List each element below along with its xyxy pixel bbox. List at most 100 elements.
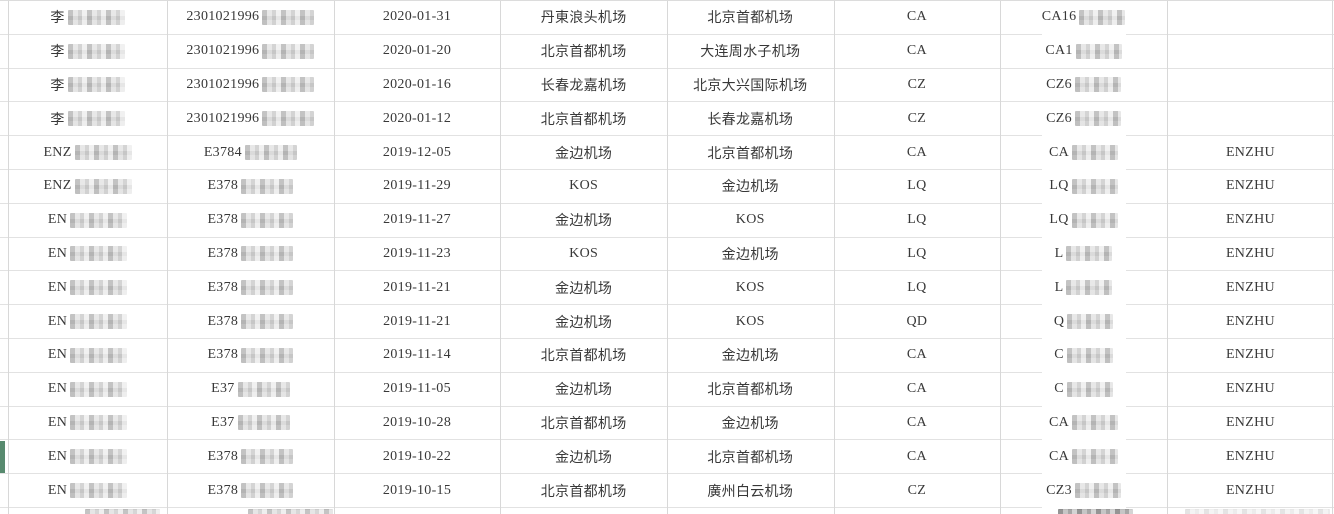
cell-arrival-airport[interactable]: 北京大兴国际机场: [667, 69, 834, 102]
cell-departure-airport[interactable]: 金边机场: [500, 204, 667, 237]
cell-pinyin-name[interactable]: [1167, 1, 1334, 34]
cell-id-number[interactable]: E3784: [167, 136, 334, 169]
cell-pinyin-name[interactable]: ENZHU: [1167, 238, 1334, 271]
cell-airline-code[interactable]: CZ: [834, 474, 1001, 507]
cell-id-number[interactable]: E378: [167, 474, 334, 507]
cell-arrival-airport[interactable]: 北京首都机场: [667, 1, 834, 34]
cell-name[interactable]: EN: [8, 305, 167, 338]
cell-name[interactable]: EN: [8, 373, 167, 406]
cell-pinyin-name[interactable]: ENZHU: [1167, 474, 1334, 507]
cell-airline-code[interactable]: QD: [834, 305, 1001, 338]
cell-departure-airport[interactable]: 丹東浪头机场: [500, 1, 667, 34]
cell-date[interactable]: 2019-11-27: [334, 204, 501, 237]
cell-flight-number[interactable]: CZ6: [1000, 102, 1167, 135]
cell-id-number[interactable]: 2301021996: [167, 102, 334, 135]
cell-id-number[interactable]: E378: [167, 339, 334, 372]
cell-date[interactable]: 2020-01-31: [334, 1, 501, 34]
cell-flight-number[interactable]: CZ3: [1000, 468, 1167, 514]
cell-airline-code[interactable]: LQ: [834, 238, 1001, 271]
cell-id-number[interactable]: E378: [167, 305, 334, 338]
cell-airline-code[interactable]: LQ: [834, 204, 1001, 237]
cell-pinyin-name[interactable]: ENZHU: [1167, 170, 1334, 203]
cell-date[interactable]: 2019-11-29: [334, 170, 501, 203]
cell-arrival-airport[interactable]: 北京首都机场: [667, 440, 834, 473]
cell-id-number[interactable]: E37: [167, 407, 334, 440]
cell-departure-airport[interactable]: 北京首都机场: [500, 35, 667, 68]
cell-airline-code[interactable]: CA: [834, 339, 1001, 372]
cell-departure-airport[interactable]: 北京首都机场: [500, 474, 667, 507]
cell-arrival-airport[interactable]: 大连周水子机场: [667, 35, 834, 68]
cell-flight-number[interactable]: L: [1000, 238, 1167, 271]
cell-departure-airport[interactable]: 金边机场: [500, 136, 667, 169]
cell-name[interactable]: ENZ: [8, 136, 167, 169]
cell-name[interactable]: EN: [8, 238, 167, 271]
cell-arrival-airport[interactable]: KOS: [667, 204, 834, 237]
cell-id-number[interactable]: E378: [167, 440, 334, 473]
cell-flight-number[interactable]: LQ: [1000, 197, 1167, 244]
cell-id-number[interactable]: 2301021996: [167, 1, 334, 34]
cell-flight-number[interactable]: CZ6: [1000, 69, 1167, 102]
cell-date[interactable]: 2019-11-14: [334, 339, 501, 372]
cell-arrival-airport[interactable]: 北京首都机场: [667, 373, 834, 406]
cell-airline-code[interactable]: CA: [834, 407, 1001, 440]
cell-date[interactable]: 2019-10-28: [334, 407, 501, 440]
cell-airline-code[interactable]: CZ: [834, 69, 1001, 102]
cell-airline-code[interactable]: LQ: [834, 170, 1001, 203]
cell-airline-code[interactable]: CA: [834, 1, 1001, 34]
cell-pinyin-name[interactable]: ENZHU: [1167, 204, 1334, 237]
cell-name[interactable]: 李: [8, 35, 167, 68]
cell-departure-airport[interactable]: 金边机场: [500, 373, 667, 406]
cell-date[interactable]: 2020-01-16: [334, 69, 501, 102]
cell-arrival-airport[interactable]: 金边机场: [667, 238, 834, 271]
cell-pinyin-name[interactable]: ENZHU: [1167, 339, 1334, 372]
cell-departure-airport[interactable]: KOS: [500, 238, 667, 271]
cell-departure-airport[interactable]: 金边机场: [500, 305, 667, 338]
cell-departure-airport[interactable]: 长春龙嘉机场: [500, 69, 667, 102]
cell-airline-code[interactable]: CZ: [834, 102, 1001, 135]
cell-name[interactable]: EN: [8, 339, 167, 372]
cell-pinyin-name[interactable]: ENZHU: [1167, 136, 1334, 169]
cell-airline-code[interactable]: CA: [834, 35, 1001, 68]
cell-name[interactable]: EN: [8, 474, 167, 507]
cell-date[interactable]: 2019-12-05: [334, 136, 501, 169]
cell-id-number[interactable]: E378: [167, 271, 334, 304]
cell-date[interactable]: 2019-11-21: [334, 271, 501, 304]
cell-airline-code[interactable]: CA: [834, 373, 1001, 406]
cell-id-number[interactable]: E378: [167, 238, 334, 271]
cell-departure-airport[interactable]: 北京首都机场: [500, 407, 667, 440]
cell-id-number[interactable]: E37: [167, 373, 334, 406]
cell-date[interactable]: 2019-10-22: [334, 440, 501, 473]
cell-departure-airport[interactable]: 金边机场: [500, 271, 667, 304]
cell-arrival-airport[interactable]: 金边机场: [667, 170, 834, 203]
cell-airline-code[interactable]: LQ: [834, 271, 1001, 304]
cell-arrival-airport[interactable]: 金边机场: [667, 339, 834, 372]
cell-name[interactable]: EN: [8, 407, 167, 440]
cell-pinyin-name[interactable]: ENZHU: [1167, 305, 1334, 338]
cell-pinyin-name[interactable]: ENZHU: [1167, 440, 1334, 473]
cell-name[interactable]: EN: [8, 204, 167, 237]
cell-departure-airport[interactable]: 北京首都机场: [500, 102, 667, 135]
cell-airline-code[interactable]: CA: [834, 136, 1001, 169]
cell-pinyin-name[interactable]: [1167, 35, 1334, 68]
cell-pinyin-name[interactable]: [1167, 102, 1334, 135]
cell-departure-airport[interactable]: KOS: [500, 170, 667, 203]
cell-departure-airport[interactable]: 金边机场: [500, 440, 667, 473]
cell-arrival-airport[interactable]: 金边机场: [667, 407, 834, 440]
cell-pinyin-name[interactable]: ENZHU: [1167, 407, 1334, 440]
cell-pinyin-name[interactable]: ENZHU: [1167, 373, 1334, 406]
cell-date[interactable]: 2019-11-21: [334, 305, 501, 338]
cell-name[interactable]: 李: [8, 1, 167, 34]
cell-name[interactable]: 李: [8, 69, 167, 102]
cell-name[interactable]: EN: [8, 271, 167, 304]
cell-arrival-airport[interactable]: KOS: [667, 271, 834, 304]
cell-id-number[interactable]: E378: [167, 170, 334, 203]
cell-date[interactable]: 2020-01-12: [334, 102, 501, 135]
cell-pinyin-name[interactable]: ENZHU: [1167, 271, 1334, 304]
cell-date[interactable]: 2020-01-20: [334, 35, 501, 68]
cell-id-number[interactable]: 2301021996: [167, 35, 334, 68]
cell-date[interactable]: 2019-11-05: [334, 373, 501, 406]
cell-name[interactable]: 李: [8, 102, 167, 135]
cell-name[interactable]: ENZ: [8, 170, 167, 203]
cell-departure-airport[interactable]: 北京首都机场: [500, 339, 667, 372]
cell-date[interactable]: 2019-10-15: [334, 474, 501, 507]
